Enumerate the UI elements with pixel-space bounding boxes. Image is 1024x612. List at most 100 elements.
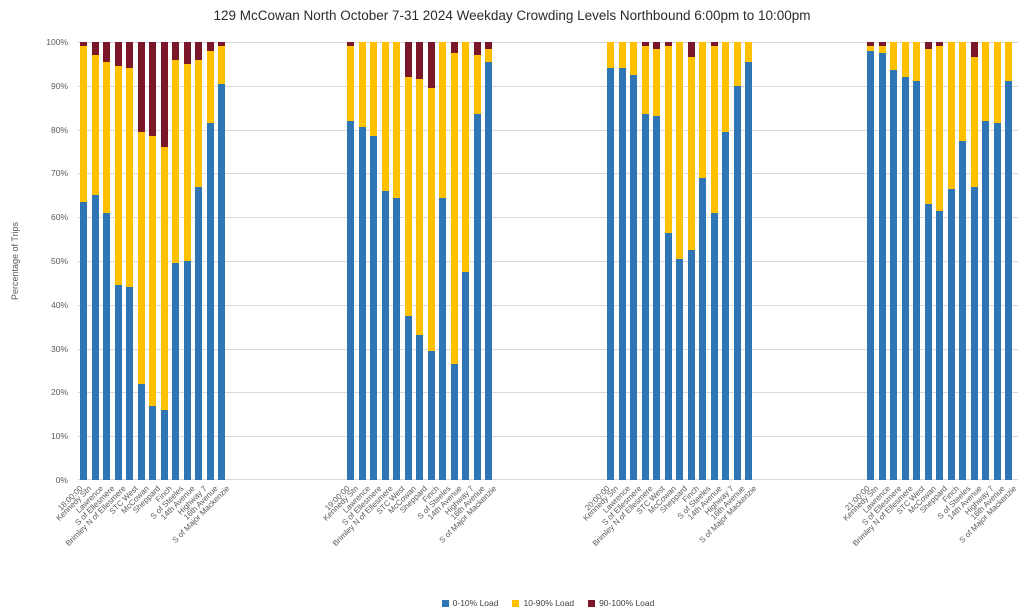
gridline: [78, 348, 1018, 350]
stacked-bar: [393, 42, 400, 480]
bar-segment-0-10-load: [137, 383, 145, 480]
bar-segment-0-10-load: [867, 50, 874, 480]
stacked-bar: [733, 42, 741, 480]
bar-segment-10-90-load: [867, 46, 874, 51]
stacked-bar: [172, 42, 179, 480]
bar-segment-90-100-load: [970, 42, 978, 58]
bar-segment-10-90-load: [114, 66, 122, 286]
bar-segment-0-10-load: [473, 114, 481, 480]
bar-segment-0-10-load: [485, 61, 492, 480]
stacked-bar: [195, 42, 202, 480]
stacked-bar: [450, 42, 458, 480]
bar-segment-10-90-load: [393, 42, 400, 198]
legend-item-0-10-load: 0-10% Load: [441, 598, 498, 608]
bar-segment-0-10-load: [450, 363, 458, 480]
bar-segment-0-10-load: [993, 123, 1001, 480]
bar-segment-0-10-load: [924, 204, 932, 480]
stacked-bar: [114, 42, 122, 480]
bar-segment-0-10-load: [733, 85, 741, 480]
bar-segment-10-90-load: [993, 42, 1001, 124]
bar-segment-90-100-load: [710, 42, 718, 47]
x-axis-labels: 18:00:00 Kennedy Stn Lawrence S of Ellesmer…: [55, 481, 1019, 571]
bar-segment-0-10-load: [664, 232, 672, 480]
stacked-bar: [370, 42, 377, 480]
bar-segment-10-90-load: [745, 42, 752, 62]
y-tick-label: 30%: [50, 343, 68, 354]
bar-segment-10-90-load: [913, 42, 920, 82]
bar-segment-10-90-load: [970, 57, 978, 187]
bar-segment-10-90-load: [687, 57, 695, 251]
bar-segment-90-100-load: [149, 42, 156, 137]
bar-segment-90-100-load: [473, 42, 481, 56]
bar-segment-90-100-load: [218, 42, 225, 47]
bar-segment-10-90-load: [618, 42, 626, 69]
bar-segment-10-90-load: [959, 42, 966, 141]
y-tick-label: 100%: [46, 37, 68, 47]
bar-segment-90-100-load: [653, 42, 660, 49]
bar-segment-0-10-load: [878, 52, 886, 480]
bar-segment-10-90-load: [358, 42, 366, 128]
stacked-bar: [137, 42, 145, 480]
bar-segment-10-90-load: [91, 55, 99, 196]
stacked-bar: [710, 42, 718, 480]
bar-segment-90-100-load: [867, 42, 874, 47]
bar-segment-10-90-load: [607, 42, 614, 69]
bar-segment-10-90-load: [218, 46, 225, 84]
bar-segment-90-100-load: [80, 42, 87, 47]
bar-segment-0-10-load: [745, 61, 752, 480]
bar-segment-0-10-load: [416, 335, 423, 480]
bar-segment-10-90-load: [722, 42, 729, 132]
bar-segment-0-10-load: [183, 261, 191, 480]
bar-segment-90-100-load: [664, 42, 672, 47]
bar-segment-10-90-load: [982, 42, 989, 121]
bar-segment-0-10-load: [982, 120, 989, 480]
bar-segment-10-90-load: [149, 136, 156, 406]
stacked-bar: [901, 42, 909, 480]
bar-segment-0-10-load: [641, 114, 649, 480]
gridline: [78, 217, 1018, 219]
stacked-bar: [630, 42, 637, 480]
bar-segment-0-10-load: [370, 136, 377, 480]
bar-segment-10-90-load: [630, 42, 637, 75]
bar-segment-0-10-load: [103, 212, 110, 480]
y-tick-label: 50%: [50, 256, 68, 266]
bar-segment-10-90-load: [206, 50, 214, 124]
bar-segment-0-10-load: [618, 68, 626, 480]
bar-segment-10-90-load: [195, 59, 202, 187]
gridline: [78, 42, 1018, 43]
bar-segment-0-10-load: [947, 188, 955, 480]
bar-segment-0-10-load: [687, 250, 695, 480]
gridline: [78, 261, 1018, 262]
stacked-bar: [473, 42, 481, 480]
gridline: [78, 436, 1018, 438]
bar-segment-10-90-load: [416, 79, 423, 336]
bar-segment-10-90-load: [699, 42, 706, 178]
bar-segment-10-90-load: [160, 147, 168, 410]
legend-item-90-100-load: 90-100% Load: [588, 598, 654, 608]
bar-segment-0-10-load: [890, 70, 897, 480]
stacked-bar: [91, 42, 99, 480]
bar-segment-0-10-load: [676, 258, 683, 480]
stacked-bar: [149, 42, 156, 480]
bar-segment-10-90-load: [473, 55, 481, 115]
bar-segment-10-90-load: [126, 68, 133, 288]
stacked-bar: [439, 42, 446, 480]
bar-segment-90-100-load: [427, 42, 435, 88]
bar-segment-10-90-load: [664, 46, 672, 233]
stacked-bar: [890, 42, 897, 480]
stacked-bar: [462, 42, 469, 480]
bar-segment-90-100-load: [404, 42, 412, 78]
stacked-bar: [618, 42, 626, 480]
stacked-bar: [936, 42, 943, 480]
stacked-bar: [183, 42, 191, 480]
stacked-bar: [607, 42, 614, 480]
stacked-bar: [878, 42, 886, 480]
bar-segment-90-100-load: [206, 42, 214, 51]
bar-segment-0-10-load: [653, 116, 660, 480]
bar-segment-10-90-load: [947, 42, 955, 189]
bar-segment-0-10-load: [936, 210, 943, 480]
bar-segment-0-10-load: [91, 195, 99, 480]
stacked-bar: [959, 42, 966, 480]
bar-segment-10-90-load: [733, 42, 741, 86]
